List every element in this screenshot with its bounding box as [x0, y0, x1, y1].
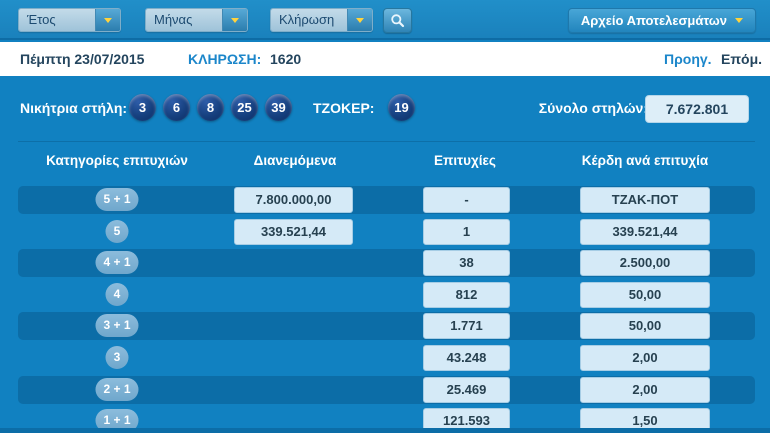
prize-value: 2,00 [580, 344, 710, 371]
category-badge: 5 [105, 219, 129, 243]
winning-number-ball: 3 [129, 94, 156, 121]
winning-number-ball: 6 [163, 94, 190, 121]
distributed-value: 339.521,44 [234, 218, 353, 245]
year-select[interactable]: Έτος [18, 8, 121, 32]
winning-column-label: Νικήτρια στήλη: [20, 100, 128, 116]
prize-value: 339.521,44 [580, 218, 710, 245]
archive-results-button[interactable]: Αρχείο Αποτελεσμάτων [567, 8, 756, 33]
search-button[interactable] [383, 8, 412, 33]
chevron-down-icon[interactable] [347, 9, 372, 31]
category-badge: 3 + 1 [95, 314, 139, 338]
table-row: 2 + 1 25.469 2,00 [0, 375, 770, 408]
category-badge: 1 + 1 [95, 409, 139, 433]
chevron-down-icon [356, 17, 364, 23]
table-row: 4 + 1 38 2.500,00 [0, 249, 770, 281]
winners-value: 1.771 [423, 313, 510, 340]
header-winners: Επιτυχίες [434, 153, 496, 168]
joker-label: ΤΖΟΚΕΡ: [313, 100, 375, 116]
archive-results-label: Αρχείο Αποτελεσμάτων [580, 13, 727, 28]
results-panel: Νικήτρια στήλη: 3 6 8 25 39 ΤΖΟΚΕΡ: 19 Σύνολ… [0, 76, 770, 433]
draw-date: Πέμπτη 23/07/2015 [20, 51, 145, 67]
winners-value: - [423, 187, 510, 213]
draw-select-label: Κλήρωση [271, 9, 347, 31]
table-row: 3 43.248 2,00 [0, 344, 770, 376]
header-separator [18, 141, 755, 142]
previous-draw-link[interactable]: Προηγ. [664, 51, 712, 67]
header-prize: Κέρδη ανά επιτυχία [581, 153, 709, 168]
chevron-down-icon[interactable] [95, 9, 120, 31]
draw-number-label: ΚΛΗΡΩΣΗ: [188, 51, 262, 67]
winners-value: 43.248 [423, 344, 510, 371]
draw-select[interactable]: Κλήρωση [270, 8, 373, 32]
winning-number-ball: 39 [265, 94, 292, 121]
category-badge: 5 + 1 [95, 188, 139, 211]
prize-value: 2,00 [580, 376, 710, 403]
joker-ball: 19 [388, 94, 415, 121]
month-select-label: Μήνας [146, 9, 222, 31]
year-select-label: Έτος [19, 9, 95, 31]
header-distributed: Διανεμόμενα [253, 153, 337, 168]
distributed-value: 7.800.000,00 [234, 187, 353, 213]
prize-value: 50,00 [580, 313, 710, 340]
winners-value: 25.469 [423, 376, 510, 403]
table-row: 5 + 1 7.800.000,00 - ΤΖΑΚ-ΠΟΤ [0, 186, 770, 218]
category-badge: 4 [105, 282, 129, 306]
total-columns-label: Σύνολο στηλών: [538, 100, 648, 116]
magnifier-icon [391, 14, 405, 28]
header-categories: Κατηγορίες επιτυχιών [46, 153, 188, 168]
winners-value: 1 [423, 218, 510, 245]
chevron-down-icon [231, 17, 239, 23]
chevron-down-icon [104, 17, 112, 23]
draw-info-bar: Πέμπτη 23/07/2015 ΚΛΗΡΩΣΗ: 1620 Προηγ. Ε… [0, 42, 770, 76]
category-badge: 4 + 1 [95, 251, 139, 275]
month-select[interactable]: Μήνας [145, 8, 248, 32]
table-row: 4 812 50,00 [0, 281, 770, 313]
toolbar: Έτος Μήνας Κλήρωση Αρχείο Αποτελεσμάτων [0, 0, 770, 40]
prize-value: ΤΖΑΚ-ΠΟΤ [580, 187, 710, 213]
winners-value: 38 [423, 250, 510, 277]
winners-value: 812 [423, 281, 510, 308]
next-draw-link[interactable]: Επόμ. [721, 51, 763, 67]
chevron-down-icon [735, 18, 743, 23]
total-columns-value: 7.672.801 [645, 95, 749, 123]
results-table-rows: 5 + 1 7.800.000,00- ΤΖΑΚ-ΠΟΤ 5 339.521,44 1 33… [0, 186, 770, 433]
category-badge: 2 + 1 [95, 377, 139, 401]
table-row: 3 + 1 1.771 50,00 [0, 312, 770, 344]
prize-value: 2.500,00 [580, 250, 710, 277]
bottom-strip [0, 428, 770, 433]
chevron-down-icon[interactable] [222, 9, 247, 31]
draw-number: 1620 [270, 51, 302, 67]
category-badge: 3 [105, 345, 129, 369]
winning-number-ball: 25 [231, 94, 258, 121]
table-row: 5 339.521,44 1 339.521,44 [0, 218, 770, 250]
prize-value: 50,00 [580, 281, 710, 308]
winning-number-ball: 8 [197, 94, 224, 121]
winning-numbers: 3 6 8 25 39 [129, 94, 292, 121]
